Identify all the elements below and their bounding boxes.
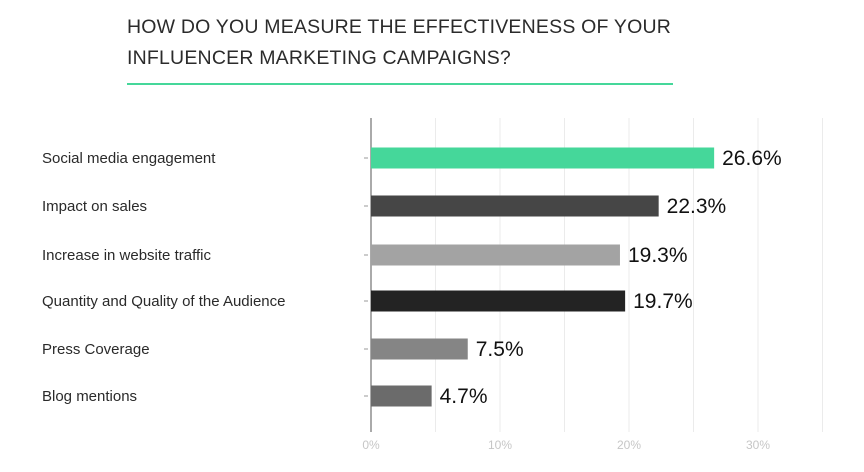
bar: [371, 244, 620, 266]
bar: [371, 290, 626, 312]
category-label: Press Coverage: [42, 341, 150, 358]
bar: [371, 147, 715, 169]
value-label: 4.7%: [440, 385, 488, 408]
chart-title: HOW DO YOU MEASURE THE EFFECTIVENESS OF …: [127, 12, 767, 74]
value-label: 22.3%: [667, 195, 727, 218]
chart-title-line-1: HOW DO YOU MEASURE THE EFFECTIVENESS OF …: [127, 16, 672, 38]
x-tick-label: 30%: [746, 438, 770, 452]
bar: [371, 385, 432, 407]
category-label: Blog mentions: [42, 388, 137, 405]
x-tick-label: 0%: [362, 438, 380, 452]
chart-title-line-2: INFLUENCER MARKETING CAMPAIGNS?: [127, 47, 511, 69]
value-label: 26.6%: [722, 147, 782, 170]
title-underline: [127, 83, 673, 85]
x-tick-label: 10%: [488, 438, 512, 452]
x-tick-label: 20%: [617, 438, 641, 452]
category-label: Increase in website traffic: [42, 247, 211, 264]
value-label: 19.3%: [628, 244, 688, 267]
category-label: Social media engagement: [42, 150, 216, 167]
value-label: 19.7%: [633, 290, 693, 313]
category-label: Quantity and Quality of the Audience: [42, 293, 286, 310]
bar: [371, 195, 659, 217]
category-label: Impact on sales: [42, 198, 147, 215]
bar: [371, 338, 468, 360]
value-label: 7.5%: [476, 338, 524, 361]
